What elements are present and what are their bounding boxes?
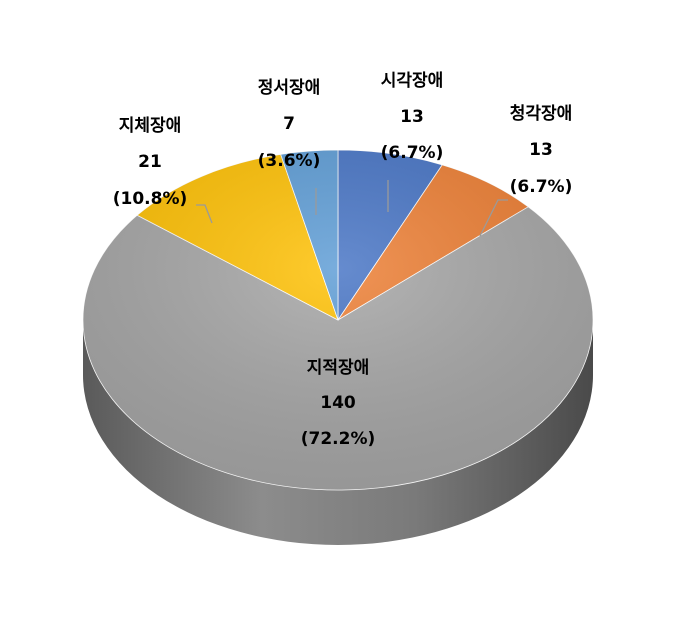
label-percent: (6.7%) xyxy=(381,143,444,163)
label-name: 지체장애 xyxy=(119,116,182,136)
label-value: 140 xyxy=(320,393,356,413)
leader-line-청각장애 xyxy=(479,199,508,237)
data-label-정서장애: 정서장애 7 (3.6%) xyxy=(258,78,321,171)
label-name: 정서장애 xyxy=(258,78,321,98)
data-label-지체장애: 지체장애 21 (10.8%) xyxy=(113,116,188,209)
label-name: 시각장애 xyxy=(381,71,444,91)
data-label-청각장애: 청각장애 13 (6.7%) xyxy=(510,103,573,197)
leader-lines xyxy=(196,180,508,237)
label-value: 7 xyxy=(283,114,295,134)
label-value: 13 xyxy=(400,107,424,127)
label-name: 지적장애 xyxy=(307,358,370,378)
label-percent: (3.6%) xyxy=(258,151,321,171)
label-value: 21 xyxy=(138,152,162,172)
data-label-시각장애: 시각장애 13 (6.7%) xyxy=(381,71,444,163)
label-name: 청각장애 xyxy=(510,103,573,124)
label-percent: (72.2%) xyxy=(301,429,376,449)
label-percent: (6.7%) xyxy=(510,177,573,197)
data-label-지적장애: 지적장애 140 (72.2%) xyxy=(301,358,376,449)
label-percent: (10.8%) xyxy=(113,189,188,209)
leader-line-지체장애 xyxy=(196,204,213,224)
label-value: 13 xyxy=(529,140,553,160)
